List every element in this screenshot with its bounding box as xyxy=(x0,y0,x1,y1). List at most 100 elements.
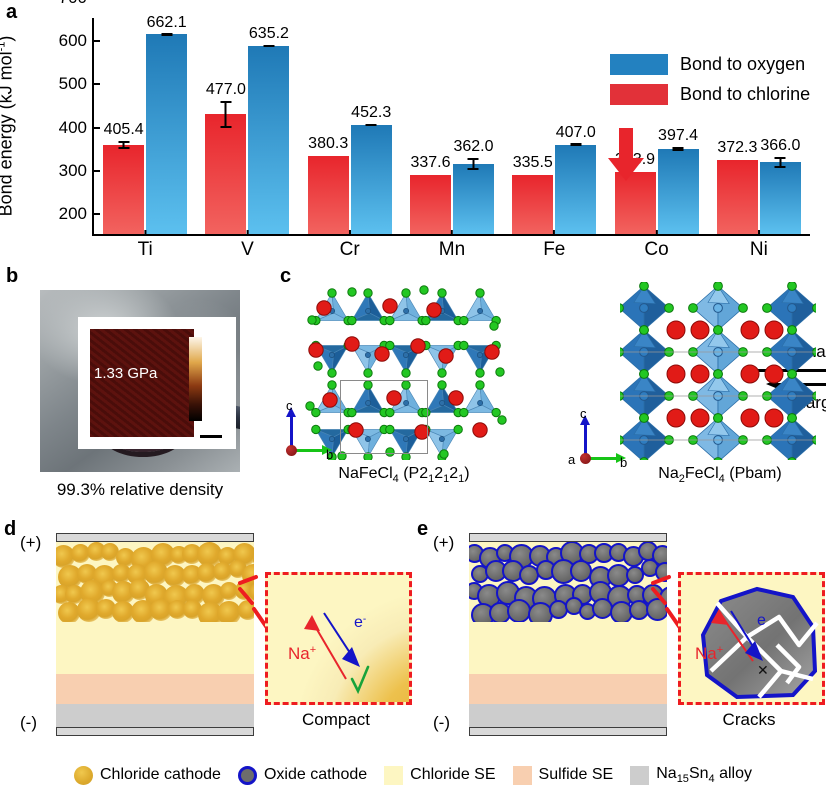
y-tick-700: 700 xyxy=(59,0,94,8)
svg-text:Na+: Na+ xyxy=(695,644,723,663)
afm-modulus-value: 1.33 GPa xyxy=(94,365,158,382)
legend-label: Na15Sn4 alloy xyxy=(656,764,752,786)
bar-value-label: 337.6 xyxy=(410,153,451,171)
positive-terminal-label-d: (+) xyxy=(20,533,42,552)
panel-b-pellet-photo: b 1.33 GPa 5 GPa 0 GPa 99.3% relative de… xyxy=(0,262,280,515)
error-bar xyxy=(467,158,479,170)
bar-group-fe: 335.5 407.0 Fe xyxy=(503,18,605,260)
c-axis-arrow-icon-right xyxy=(580,415,590,458)
bar-value-label: 366.0 xyxy=(760,136,801,154)
error-bar xyxy=(263,44,275,48)
panel-letter-d: d xyxy=(4,518,17,540)
chloride-cathode-particle xyxy=(168,600,187,619)
lsc-sub4: 1 xyxy=(458,473,465,486)
sulfide-se-layer-e xyxy=(469,674,667,704)
chloride-cathode-particle xyxy=(253,547,254,571)
chloride-cathode-particle xyxy=(112,564,131,583)
lsc-sub3: 1 xyxy=(443,473,450,486)
bar-co-oxygen: 397.4 xyxy=(657,127,699,234)
x-tick-ti: Ti xyxy=(137,239,153,260)
panel-letter-c: c xyxy=(280,265,292,287)
legend-swatch-square xyxy=(630,765,650,785)
inset-cracked-particle-e: Na+ e ✕ xyxy=(678,572,825,705)
panel-e-cracked-oxide-cathode: e (+) (-) xyxy=(413,515,826,755)
cell-stack-d xyxy=(56,533,254,736)
legend-item-4: Na15Sn4 alloy xyxy=(630,765,752,785)
x-tick-cr: Cr xyxy=(339,239,360,260)
legend-label-cl: Bond to chlorine xyxy=(680,84,811,104)
bar-value-label: 452.3 xyxy=(351,104,392,122)
axes-right: c b a xyxy=(568,406,636,470)
bar-v-chlorine: 477.0 xyxy=(205,81,247,234)
chloride-cathode-particle xyxy=(112,601,134,622)
y-axis-label: Bond energy (kJ mol-1) xyxy=(0,36,17,217)
positive-current-collector-e xyxy=(469,533,667,542)
y-tick-200: 200 xyxy=(59,204,94,224)
axes-left: c b xyxy=(286,398,342,462)
panel-a-bond-energy-chart: a Bond energy (kJ mol-1) 200 300 400 500 600… xyxy=(0,0,826,262)
error-bar xyxy=(365,123,377,127)
legend-swatch-square xyxy=(384,765,404,785)
chloride-cathode-particle xyxy=(202,584,225,607)
svg-text:Na+: Na+ xyxy=(288,644,316,663)
positive-terminal-label-e: (+) xyxy=(433,533,455,552)
legend-item-0: Chloride cathode xyxy=(73,765,221,785)
chloride-cathode-particle xyxy=(65,585,84,604)
bar-value-label: 407.0 xyxy=(555,123,596,141)
bar-value-label: 380.3 xyxy=(308,135,349,153)
legend-entry-cl: Bond to chlorine xyxy=(610,84,810,105)
x-tick-ni: Ni xyxy=(749,239,768,260)
panel-letter-a: a xyxy=(6,1,18,23)
bar-value-label: 635.2 xyxy=(248,25,289,43)
legend-item-1: Oxide cathode xyxy=(237,765,368,785)
chloride-cathode-particle xyxy=(150,599,172,621)
inset-cracked-svg-e: Na+ e ✕ xyxy=(695,586,819,700)
axis-label-c-right: c xyxy=(580,406,587,421)
bar-ni-chlorine: 372.3 xyxy=(716,139,758,234)
inset-caption-e: Cracks xyxy=(722,710,776,729)
nafecl4-structure-diagram xyxy=(305,285,507,460)
negative-terminal-label-d: (-) xyxy=(20,713,37,732)
chloride-cathode-particle xyxy=(198,602,223,622)
legend-swatch-square xyxy=(512,765,532,785)
bar-group-ni: 372.3 366.0 Ni xyxy=(708,18,810,260)
inset-compact-svg-d: Na+ e- xyxy=(288,589,409,702)
bar-group-mn: 337.6 362.0 Mn xyxy=(401,18,503,260)
chloride-cathode-particle xyxy=(101,543,119,561)
chloride-cathode-particle xyxy=(217,601,241,622)
legend-swatch-circle-oxide xyxy=(237,765,257,785)
lsc-group: (P2 xyxy=(398,465,429,482)
chloride-cathode-particle xyxy=(164,565,186,587)
pellet-photograph: 1.33 GPa 5 GPa 0 GPa xyxy=(40,290,240,472)
rsc-pre: Na xyxy=(658,465,679,482)
chloride-cathode-particle xyxy=(129,579,150,600)
legend-item-2: Chloride SE xyxy=(384,765,496,785)
rsc-mid: FeCl xyxy=(684,465,719,482)
afm-modulus-map xyxy=(90,329,194,437)
chloride-cathode-particle xyxy=(220,582,238,600)
c-axis-arrow-icon xyxy=(286,407,296,450)
negative-current-collector-d xyxy=(56,727,254,736)
bar-value-label: 405.4 xyxy=(103,121,144,139)
a-axis-dot-icon xyxy=(286,445,297,456)
bar-value-label: 335.5 xyxy=(512,154,553,172)
chloride-cathode-particle xyxy=(197,563,217,583)
panel-letter-b: b xyxy=(6,265,19,287)
bar-fe-oxygen: 407.0 xyxy=(555,124,597,234)
chloride-cathode-particle xyxy=(77,564,97,584)
axis-label-b-right: b xyxy=(620,455,628,470)
chloride-cathode-particle xyxy=(184,584,205,605)
lsc-formula: NaFeCl xyxy=(338,465,393,482)
axis-label-c: c xyxy=(286,398,293,413)
chloride-cathode-particle xyxy=(131,600,155,622)
chloride-cathode-particle xyxy=(249,583,254,602)
oxide-cathode-particle xyxy=(626,566,644,584)
svg-text:✕: ✕ xyxy=(757,662,769,678)
bar-value-label: 397.4 xyxy=(658,126,699,144)
inset-caption-d: Compact xyxy=(301,710,371,729)
chart-plot-area: 200 300 400 500 600 700 405.4 662.1 Ti 477.0 635.… xyxy=(59,0,810,260)
bar-group-v: 477.0 635.2 V xyxy=(196,18,298,260)
colorbar-min-label: 0 GPa xyxy=(208,413,228,420)
legend-label: Oxide cathode xyxy=(263,766,368,783)
lsc-group4: ) xyxy=(464,465,470,482)
